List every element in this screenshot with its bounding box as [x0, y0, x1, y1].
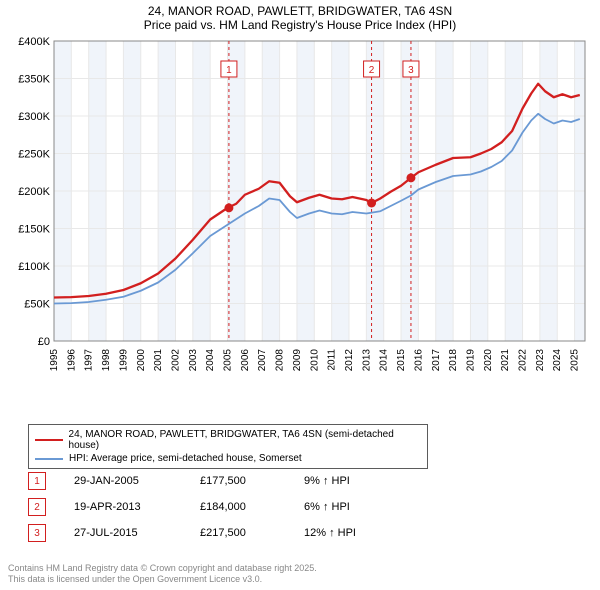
- legend-label-2: HPI: Average price, semi-detached house,…: [69, 453, 302, 464]
- svg-text:2003: 2003: [188, 349, 199, 372]
- chart-title-1: 24, MANOR ROAD, PAWLETT, BRIDGWATER, TA6…: [0, 4, 600, 18]
- svg-text:2004: 2004: [205, 349, 216, 372]
- sale-price: £217,500: [200, 527, 276, 539]
- sale-date: 29-JAN-2005: [74, 475, 172, 487]
- svg-text:£200K: £200K: [18, 186, 50, 198]
- legend-label-1: 24, MANOR ROAD, PAWLETT, BRIDGWATER, TA6…: [69, 429, 421, 451]
- svg-text:1998: 1998: [101, 349, 112, 372]
- svg-text:3: 3: [408, 65, 414, 76]
- svg-text:2013: 2013: [361, 349, 372, 372]
- svg-text:2006: 2006: [240, 349, 251, 372]
- chart-title-2: Price paid vs. HM Land Registry's House …: [0, 18, 600, 32]
- svg-text:2025: 2025: [570, 349, 581, 372]
- svg-text:2005: 2005: [223, 349, 234, 372]
- sale-row: 3 27-JUL-2015 £217,500 12% ↑ HPI: [28, 520, 394, 546]
- svg-text:2000: 2000: [136, 349, 147, 372]
- svg-text:1: 1: [226, 65, 232, 76]
- sale-date: 19-APR-2013: [74, 501, 172, 513]
- legend-item-1: 24, MANOR ROAD, PAWLETT, BRIDGWATER, TA6…: [35, 428, 421, 452]
- svg-text:2014: 2014: [379, 349, 390, 372]
- legend-swatch-1: [35, 439, 63, 442]
- sale-badge: 1: [28, 472, 46, 490]
- svg-text:2022: 2022: [518, 349, 529, 372]
- svg-text:£400K: £400K: [18, 36, 50, 48]
- svg-text:£0: £0: [38, 336, 50, 348]
- chart-canvas: £0 £50K £100K £150K £200K £250K £300K £350K £400…: [10, 36, 590, 416]
- svg-text:2001: 2001: [153, 349, 164, 372]
- svg-text:£100K: £100K: [18, 261, 50, 273]
- sale-price: £184,000: [200, 501, 276, 513]
- svg-text:2024: 2024: [552, 349, 563, 372]
- footnote: Contains HM Land Registry data © Crown c…: [8, 563, 317, 586]
- legend: 24, MANOR ROAD, PAWLETT, BRIDGWATER, TA6…: [28, 424, 428, 469]
- svg-text:2015: 2015: [396, 349, 407, 372]
- svg-text:2019: 2019: [465, 349, 476, 372]
- sale-row: 1 29-JAN-2005 £177,500 9% ↑ HPI: [28, 468, 394, 494]
- svg-text:2021: 2021: [500, 349, 511, 372]
- svg-text:2018: 2018: [448, 349, 459, 372]
- svg-text:2023: 2023: [535, 349, 546, 372]
- svg-text:2008: 2008: [275, 349, 286, 372]
- svg-text:2011: 2011: [327, 349, 338, 371]
- sale-pct: 9% ↑ HPI: [304, 475, 394, 487]
- svg-text:2: 2: [369, 65, 375, 76]
- svg-text:1999: 1999: [118, 349, 129, 372]
- sale-table: 1 29-JAN-2005 £177,500 9% ↑ HPI 2 19-APR…: [28, 468, 394, 546]
- svg-text:2012: 2012: [344, 349, 355, 372]
- svg-text:2017: 2017: [431, 349, 442, 372]
- footnote-2: This data is licensed under the Open Gov…: [8, 574, 317, 586]
- sale-badge: 2: [28, 498, 46, 516]
- svg-text:1997: 1997: [84, 349, 95, 372]
- svg-text:£250K: £250K: [18, 149, 50, 161]
- sale-pct: 12% ↑ HPI: [304, 527, 394, 539]
- footnote-1: Contains HM Land Registry data © Crown c…: [8, 563, 317, 575]
- svg-text:£350K: £350K: [18, 74, 50, 86]
- chart-title-block: 24, MANOR ROAD, PAWLETT, BRIDGWATER, TA6…: [0, 0, 600, 34]
- svg-text:1995: 1995: [49, 349, 60, 372]
- legend-item-2: HPI: Average price, semi-detached house,…: [35, 452, 421, 465]
- sale-price: £177,500: [200, 475, 276, 487]
- svg-text:2007: 2007: [257, 349, 268, 372]
- svg-text:£300K: £300K: [18, 111, 50, 123]
- sale-date: 27-JUL-2015: [74, 527, 172, 539]
- legend-swatch-2: [35, 458, 63, 460]
- svg-text:2009: 2009: [292, 349, 303, 372]
- svg-text:2010: 2010: [309, 349, 320, 372]
- sale-badge: 3: [28, 524, 46, 542]
- svg-text:£150K: £150K: [18, 224, 50, 236]
- svg-text:£50K: £50K: [24, 299, 50, 311]
- svg-text:2020: 2020: [483, 349, 494, 372]
- sale-pct: 6% ↑ HPI: [304, 501, 394, 513]
- svg-text:2016: 2016: [413, 349, 424, 372]
- svg-text:2002: 2002: [170, 349, 181, 372]
- svg-text:1996: 1996: [66, 349, 77, 372]
- sale-row: 2 19-APR-2013 £184,000 6% ↑ HPI: [28, 494, 394, 520]
